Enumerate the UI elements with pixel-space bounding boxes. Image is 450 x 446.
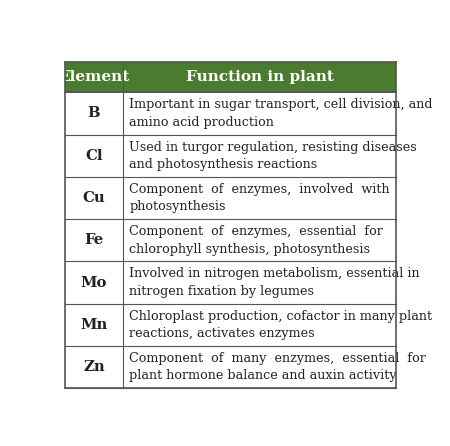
Text: Mo: Mo (81, 276, 107, 289)
Text: Mn: Mn (80, 318, 108, 332)
Bar (65, 261, 396, 304)
Bar (65, 135, 396, 177)
Text: Zn: Zn (83, 360, 105, 374)
Text: B: B (88, 107, 100, 120)
Text: Fe: Fe (84, 233, 104, 248)
Bar (65, 219, 396, 261)
Bar (65, 346, 396, 388)
Text: Important in sugar transport, cell division, and
amino acid production: Important in sugar transport, cell divis… (129, 98, 433, 129)
Text: Cl: Cl (85, 149, 103, 163)
Text: Used in turgor regulation, resisting diseases
and photosynthesis reactions: Used in turgor regulation, resisting dis… (129, 140, 417, 171)
Text: Function in plant: Function in plant (186, 70, 333, 84)
Text: Chloroplast production, cofactor in many plant
reactions, activates enzymes: Chloroplast production, cofactor in many… (129, 310, 432, 340)
Text: Component  of  enzymes,  essential  for
chlorophyll synthesis, photosynthesis: Component of enzymes, essential for chlo… (129, 225, 383, 256)
Text: Component  of  enzymes,  involved  with
photosynthesis: Component of enzymes, involved with phot… (129, 183, 390, 213)
Bar (65, 304, 396, 346)
Text: Involved in nitrogen metabolism, essential in
nitrogen fixation by legumes: Involved in nitrogen metabolism, essenti… (129, 268, 420, 298)
Text: Component  of  many  enzymes,  essential  for
plant hormone balance and auxin ac: Component of many enzymes, essential for… (129, 352, 426, 383)
Text: Cu: Cu (83, 191, 105, 205)
Bar (65, 177, 396, 219)
Bar (65, 92, 396, 135)
Text: Element: Element (58, 70, 130, 84)
Bar (65, 62, 396, 92)
